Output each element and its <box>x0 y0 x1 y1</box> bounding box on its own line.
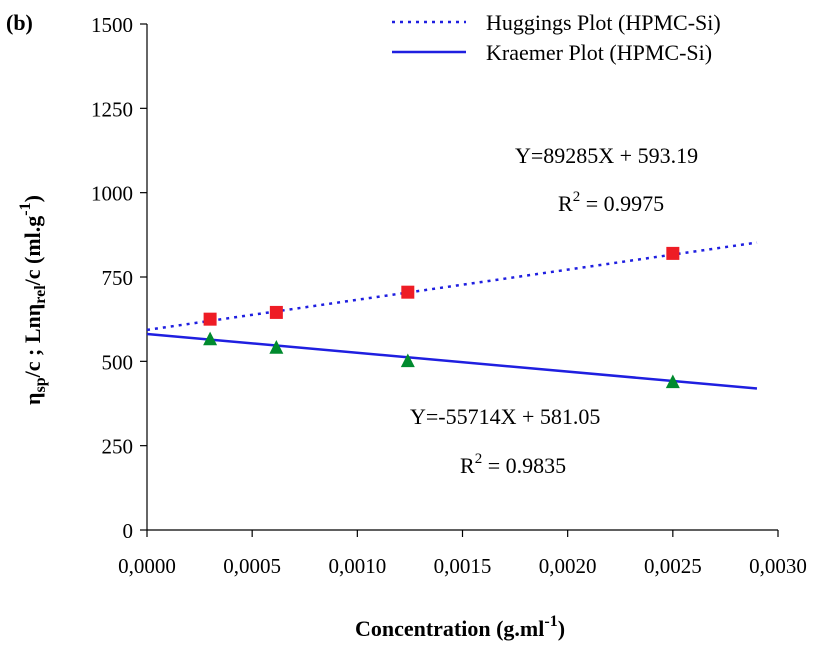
r2-kraemer: R2 = 0.9835 <box>460 451 566 478</box>
huggings-point <box>666 246 680 260</box>
x-tick-label: 0,0025 <box>644 554 702 578</box>
y-tick-labels: 0 250 500 750 1000 1250 1500 <box>91 13 133 543</box>
x-tick-label: 0,0020 <box>539 554 597 578</box>
x-tick-label: 0,0015 <box>434 554 492 578</box>
huggings-point <box>401 285 415 299</box>
equation-kraemer: Y=-55714X + 581.05 <box>410 404 600 429</box>
panel-label: (b) <box>6 10 33 35</box>
x-tick-label: 0,0030 <box>749 554 807 578</box>
equation-huggings: Y=89285X + 593.19 <box>515 143 698 168</box>
x-tick-labels: 0,0000 0,0005 0,0010 0,0015 0,0020 0,0025 0,00… <box>118 554 807 578</box>
x-tick-label: 0,0010 <box>328 554 386 578</box>
y-tick-label: 1000 <box>91 182 133 206</box>
legend: Huggings Plot (HPMC-Si) Kraemer Plot (HP… <box>392 10 721 65</box>
huggings-point <box>269 305 283 319</box>
fit-line-kraemer <box>146 332 758 390</box>
data-markers <box>203 246 680 389</box>
r2-huggings: R2 = 0.9975 <box>558 189 664 216</box>
legend-label-kraemer: Kraemer Plot (HPMC-Si) <box>486 40 712 65</box>
kraemer-point <box>400 353 415 368</box>
fit-line-huggings <box>146 241 758 332</box>
axes <box>140 23 779 537</box>
y-tick-label: 500 <box>102 350 134 374</box>
y-tick-label: 0 <box>123 519 134 543</box>
huggings-point <box>203 312 217 326</box>
y-tick-label: 750 <box>102 266 134 290</box>
y-tick-label: 1500 <box>91 13 133 37</box>
x-tick-label: 0,0005 <box>223 554 281 578</box>
kraemer-point <box>203 331 218 346</box>
fit-lines <box>146 241 758 390</box>
kraemer-point <box>269 340 284 354</box>
x-tick-label: 0,0000 <box>118 554 176 578</box>
y-tick-label: 1250 <box>91 97 133 121</box>
y-axis-title: ηsp/c ; Lnηrel/c (ml.g-1) <box>17 195 49 405</box>
kraemer-point <box>665 374 680 389</box>
x-axis-title: Concentration (g.ml-1) <box>355 613 565 641</box>
y-tick-label: 250 <box>102 435 134 459</box>
legend-label-huggings: Huggings Plot (HPMC-Si) <box>486 10 721 35</box>
